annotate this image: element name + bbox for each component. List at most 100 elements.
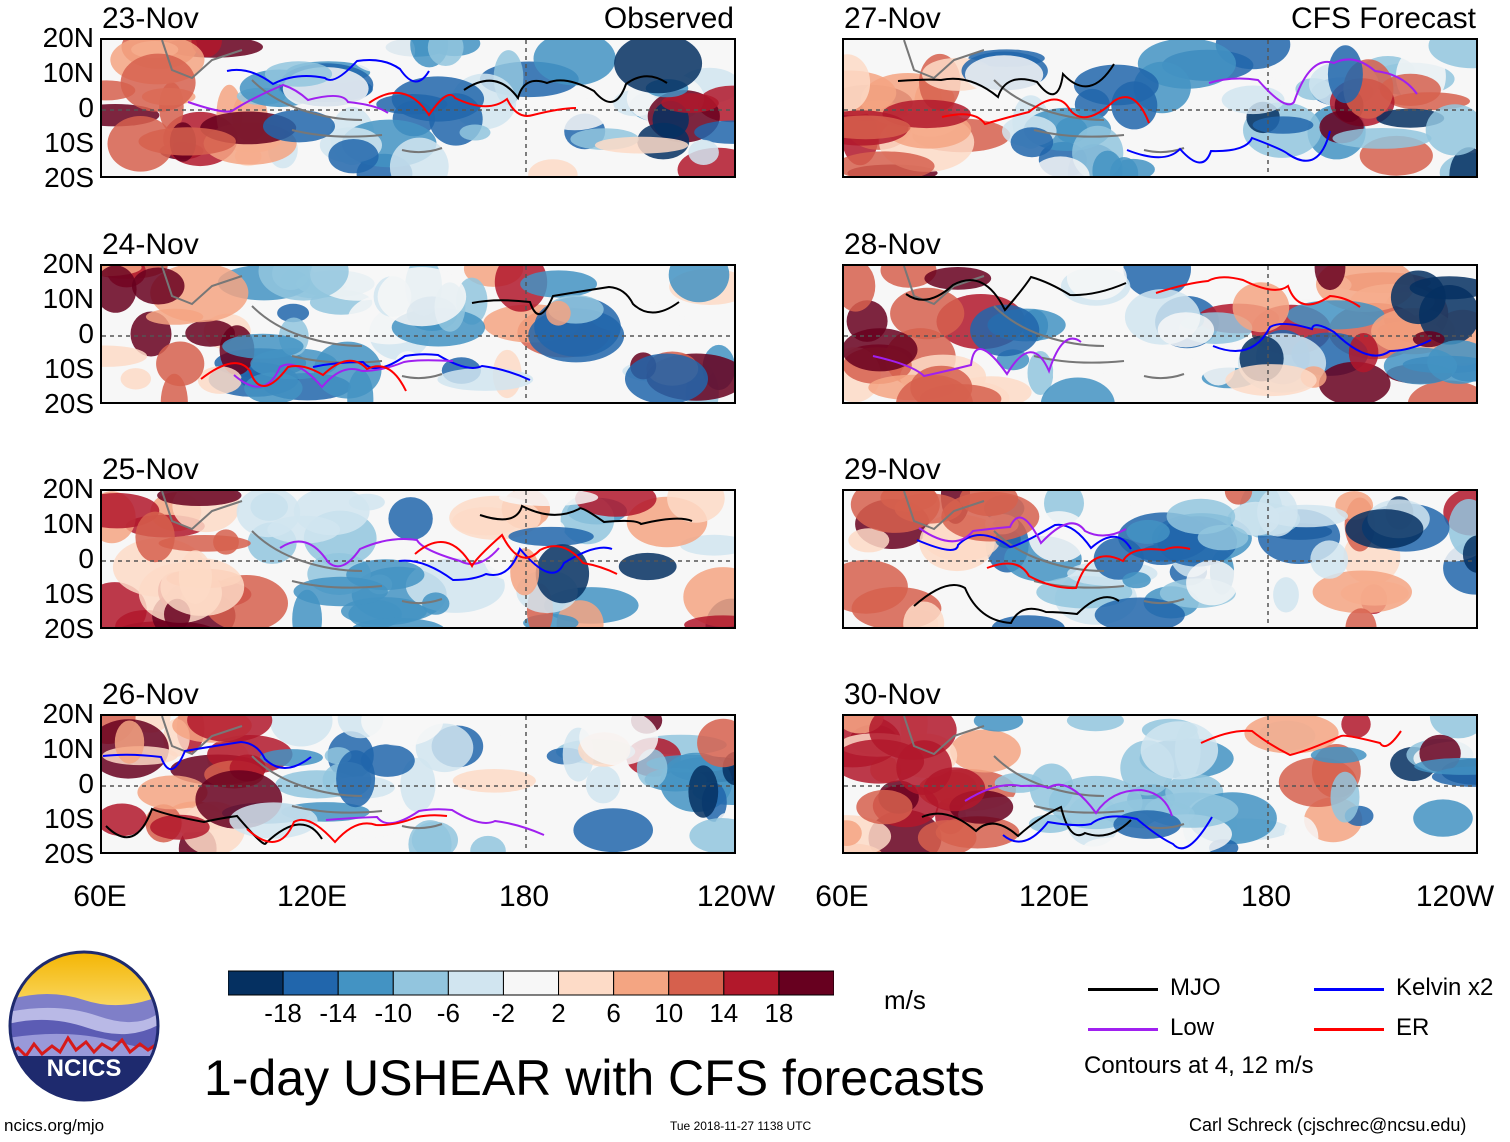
panel-date: 28-Nov xyxy=(844,228,941,261)
shear-field-blob xyxy=(923,767,986,812)
shear-field-blob xyxy=(1224,491,1253,505)
contour-kelvin-x2 xyxy=(1212,323,1432,357)
legend-label: Kelvin x2 xyxy=(1396,974,1494,1001)
shear-field-blob xyxy=(1428,40,1476,69)
shear-field-blob xyxy=(1310,540,1349,579)
shear-field-blob xyxy=(1462,535,1476,573)
contour-low xyxy=(964,783,1173,817)
shear-field-blob xyxy=(579,716,659,766)
shear-field-blob xyxy=(688,765,719,818)
colorbar-swatch xyxy=(337,970,394,996)
contour-er xyxy=(1155,276,1361,308)
shear-field-blob xyxy=(508,526,594,547)
shear-field-blob xyxy=(1210,147,1253,174)
shear-field-blob xyxy=(528,159,578,176)
shear-field-blob xyxy=(1312,570,1412,614)
shear-field-blob xyxy=(185,319,235,347)
contour-low xyxy=(325,808,545,836)
ncics-logo: NCICS xyxy=(8,950,160,1102)
shear-field-blob xyxy=(157,491,242,506)
shear-field-blob xyxy=(903,601,945,627)
legend-line xyxy=(1314,1028,1384,1031)
contour-mjo xyxy=(471,285,680,315)
shear-field-blob xyxy=(222,333,304,359)
shear-field-blob xyxy=(1286,300,1385,330)
colorbar-level: 14 xyxy=(709,998,739,1028)
shear-field-blob xyxy=(1390,270,1446,325)
map-panel xyxy=(100,38,736,178)
shear-field-blob xyxy=(361,716,444,746)
map-panel xyxy=(842,264,1478,404)
shear-field-blob xyxy=(1310,746,1367,764)
shear-field-blob xyxy=(965,55,1044,94)
column-label: Observed xyxy=(603,2,734,35)
shear-field-blob xyxy=(131,267,185,305)
shear-field-blob xyxy=(1330,771,1360,823)
contour-er xyxy=(414,533,618,575)
shear-field-blob xyxy=(459,124,491,141)
contour-er xyxy=(986,546,1191,590)
shear-field-blob xyxy=(197,366,242,394)
x-tick-label: 120W xyxy=(1415,880,1495,913)
shear-field-blob xyxy=(156,341,205,387)
shear-field-blob xyxy=(145,308,204,325)
shear-field-blob xyxy=(422,592,450,615)
footer-url: ncics.org/mjo xyxy=(4,1116,105,1135)
shear-field-blob xyxy=(137,775,208,810)
colorbar-swatch xyxy=(282,970,339,996)
y-tick-label: 10S xyxy=(44,578,94,609)
y-tick-label: 20S xyxy=(44,613,94,644)
contour-er xyxy=(246,814,448,844)
shear-field-blob xyxy=(1225,364,1317,397)
shear-field-blob xyxy=(244,372,303,402)
shear-field-blob xyxy=(135,511,175,563)
shear-field-blob xyxy=(694,120,734,144)
shear-field-blob xyxy=(452,769,536,793)
coastline xyxy=(903,266,1185,380)
shear-field-blob xyxy=(1122,572,1151,589)
contour-low xyxy=(279,538,500,568)
contour-mjo xyxy=(479,504,693,526)
footer-author: Carl Schreck (cjschrec@ncsu.edu) xyxy=(1189,1115,1467,1135)
shear-field-blob xyxy=(882,99,971,129)
shear-field-blob xyxy=(1412,331,1445,348)
shear-field-blob xyxy=(844,328,918,372)
shear-field-blob xyxy=(844,820,862,846)
shear-field-blob xyxy=(533,40,616,86)
shear-field-blob xyxy=(395,351,421,374)
y-tick-label: 20N xyxy=(42,473,94,504)
legend-label: MJO xyxy=(1170,974,1221,1001)
shear-field-blob xyxy=(102,345,148,367)
shear-field-blob xyxy=(625,353,708,402)
shear-field-blob xyxy=(348,40,416,73)
contour-low xyxy=(233,359,454,389)
contours-note: Contours at 4, 12 m/s xyxy=(1084,1052,1314,1079)
legend-label: ER xyxy=(1396,1014,1430,1041)
shear-field-blob xyxy=(614,40,703,94)
colorbar-swatch xyxy=(392,970,449,996)
colorbar xyxy=(228,970,834,996)
shear-field-blob xyxy=(1429,716,1476,739)
panel-date: 26-Nov xyxy=(102,678,199,711)
shear-field-blob xyxy=(973,716,1024,732)
y-tick-label: 20N xyxy=(42,248,94,279)
coastline xyxy=(161,266,443,380)
map-panel xyxy=(842,38,1478,178)
shear-field-blob xyxy=(683,567,734,627)
shear-field-blob xyxy=(1252,116,1314,134)
shear-field-blob xyxy=(688,139,719,165)
column-label: CFS Forecast xyxy=(1290,2,1476,35)
shear-field-blob xyxy=(510,548,540,596)
shear-field-blob xyxy=(1341,716,1371,739)
y-tick-label: 0 xyxy=(78,318,94,349)
contour-mjo xyxy=(463,75,668,103)
units-label: m/s xyxy=(884,985,926,1015)
shear-field-blob xyxy=(539,97,610,131)
shear-field-blob xyxy=(924,267,992,290)
shear-field-blob xyxy=(158,535,251,552)
shear-field-blob xyxy=(848,528,890,553)
contour-kelvin-x2 xyxy=(1002,815,1213,850)
colorbar-swatch xyxy=(723,970,780,996)
shear-field-blob xyxy=(427,40,464,66)
contour-low xyxy=(918,516,1127,545)
